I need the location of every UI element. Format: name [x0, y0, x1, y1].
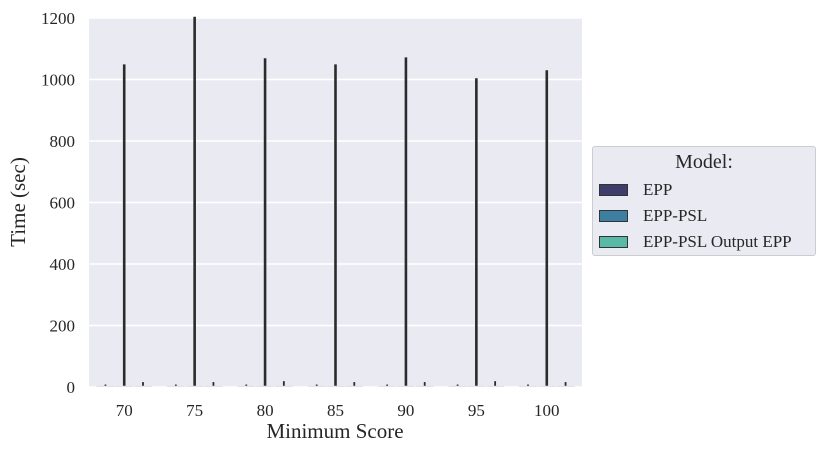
- bar: [397, 385, 415, 387]
- y-tick-labels: 0 200 400 600 800 1000 1200: [41, 9, 75, 397]
- x-tick-label: 95: [468, 401, 485, 420]
- y-tick-label: 1000: [41, 71, 75, 90]
- y-tick-label: 800: [50, 132, 76, 151]
- bar: [274, 385, 293, 387]
- bar: [326, 385, 345, 387]
- error-bars: [104, 16, 567, 386]
- x-tick-label: 100: [534, 401, 560, 420]
- x-axis-label: Minimum Score: [266, 419, 403, 443]
- legend-label-epp: EPP: [643, 180, 673, 199]
- legend-swatch-epp-psl-output-epp: [599, 236, 628, 248]
- bar: [237, 385, 256, 387]
- legend-label-epp-psl-output-epp: EPP-PSL Output EPP: [643, 232, 792, 251]
- bar: [134, 385, 152, 387]
- bar: [166, 385, 185, 387]
- x-tick-label: 90: [397, 401, 414, 420]
- bar: [256, 385, 274, 387]
- legend-item-epp-psl-output-epp: EPP-PSL Output EPP: [599, 231, 792, 253]
- bar: [204, 385, 223, 387]
- x-tick-labels: 70 75 80 85 90 95 100: [116, 401, 560, 420]
- y-tick-label: 1200: [41, 9, 75, 28]
- bar: [556, 385, 575, 387]
- x-tick-label: 75: [186, 401, 203, 420]
- y-tick-label: 400: [50, 255, 76, 274]
- y-tick-label: 200: [50, 317, 76, 336]
- bar: [537, 385, 556, 387]
- legend-item-epp-psl: EPP-PSL: [599, 205, 707, 227]
- bar: [96, 385, 115, 387]
- bar: [378, 385, 397, 387]
- legend-label-epp-psl: EPP-PSL: [643, 206, 708, 225]
- bar: [345, 385, 364, 387]
- bar: [448, 385, 467, 387]
- bars: [96, 385, 575, 387]
- legend-swatch-epp-psl: [599, 210, 628, 222]
- x-tick-label: 70: [116, 401, 133, 420]
- bar: [307, 385, 326, 387]
- y-tick-label: 600: [50, 194, 76, 213]
- x-tick-label: 80: [257, 401, 274, 420]
- bar: [467, 385, 486, 387]
- y-axis-label: Time (sec): [6, 157, 30, 247]
- y-tick-label: 0: [67, 378, 76, 397]
- x-tick-label: 85: [327, 401, 344, 420]
- legend-swatch-epp: [599, 184, 628, 196]
- legend-title: Model:: [675, 151, 733, 173]
- legend-item-epp: EPP: [599, 179, 672, 201]
- bar: [415, 385, 434, 387]
- bar: [115, 385, 134, 387]
- bar: [519, 385, 537, 387]
- bar: [486, 385, 505, 387]
- bar: [185, 385, 204, 387]
- legend: Model: EPP EPP-PSL EPP-PSL Output EPP: [592, 146, 816, 256]
